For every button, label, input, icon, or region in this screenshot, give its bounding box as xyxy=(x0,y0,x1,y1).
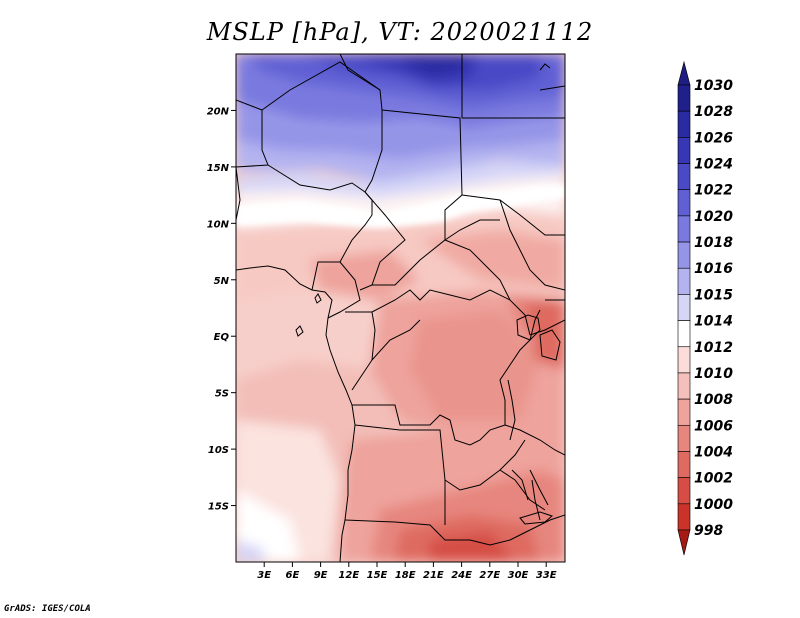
colorbar-label: 1022 xyxy=(694,183,733,199)
colorbar-label: 1014 xyxy=(694,314,733,330)
lon-tick-label: 33E xyxy=(536,570,557,581)
colorbar-label: 1004 xyxy=(694,444,733,460)
colorbar-swatch xyxy=(677,215,691,243)
colorbar-swatch xyxy=(677,137,691,164)
colorbar-label: 1006 xyxy=(694,418,733,434)
colorbar-label: 1020 xyxy=(694,209,733,225)
lat-tick-label: 10N xyxy=(207,219,230,230)
colorbar-swatch xyxy=(677,503,691,531)
colorbar-label: 1010 xyxy=(694,366,733,382)
latitude-axis: 20N 15N 10N 5N EQ 5S 10S 15S xyxy=(207,106,236,513)
colorbar-swatch xyxy=(677,241,691,269)
colorbar-label: 1012 xyxy=(694,340,733,356)
colorbar-label: 1028 xyxy=(694,104,733,120)
colorbar-swatch xyxy=(677,346,691,374)
map-frame xyxy=(235,53,566,563)
colorbar-label: 1018 xyxy=(694,235,733,251)
colorbar-swatch xyxy=(677,84,691,112)
colorbar-label: 1026 xyxy=(694,130,733,146)
colorbar-swatch xyxy=(677,110,691,138)
colorbar-swatch xyxy=(677,372,691,400)
lon-tick-label: 24E xyxy=(451,570,472,581)
colorbar-swatch xyxy=(677,294,691,321)
longitude-axis: 3E 6E 9E 12E 15E 18E 21E 24E 27E 30E 33E xyxy=(257,562,557,581)
grads-credit: GrADS: IGES/COLA xyxy=(4,604,91,614)
lon-tick-label: 18E xyxy=(395,570,416,581)
colorbar-label: 1002 xyxy=(694,471,733,487)
lat-tick-label: EQ xyxy=(214,332,230,343)
colorbar-swatch xyxy=(677,267,691,295)
colorbar-swatch xyxy=(677,451,691,478)
lon-tick-label: 21E xyxy=(423,570,444,581)
colorbar-swatch xyxy=(677,163,691,191)
colorbar-swatch xyxy=(677,189,691,217)
lon-tick-label: 15E xyxy=(367,570,388,581)
lat-tick-label: 20N xyxy=(207,106,230,117)
colorbar-swatch xyxy=(677,424,691,452)
colorbar-label: 998 xyxy=(694,523,723,539)
lat-tick-label: 5S xyxy=(215,389,229,400)
lon-tick-label: 30E xyxy=(508,570,529,581)
colorbar-label: 1008 xyxy=(694,392,733,408)
colorbar-label: 1015 xyxy=(694,287,733,303)
lat-tick-label: 5N xyxy=(214,276,230,287)
colorbar-top-arrow xyxy=(677,60,691,86)
lat-tick-label: 15N xyxy=(207,163,230,174)
lon-tick-label: 6E xyxy=(286,570,300,581)
colorbar-label: 1030 xyxy=(694,78,733,94)
colorbar-label: 1016 xyxy=(694,261,733,277)
colorbar-levels: 1030 1028 1026 1024 1022 1020 1018 1016 1015 1014… xyxy=(677,78,733,539)
lat-tick-label: 10S xyxy=(208,445,229,456)
colorbar-swatch xyxy=(677,320,691,348)
pressure-field xyxy=(236,54,565,562)
colorbar-bottom-arrow xyxy=(677,529,691,556)
lat-tick-label: 15S xyxy=(208,502,229,513)
lon-tick-label: 27E xyxy=(479,570,500,581)
colorbar-swatch xyxy=(677,398,691,426)
colorbar-swatch xyxy=(677,477,691,505)
lon-tick-label: 3E xyxy=(257,570,271,581)
lon-tick-label: 9E xyxy=(314,570,328,581)
lon-tick-label: 12E xyxy=(338,570,359,581)
country-borders xyxy=(236,54,565,562)
colorbar-label: 1000 xyxy=(694,497,733,513)
page-title: MSLP [hPa], VT: 2020021112 xyxy=(206,18,594,46)
colorbar-label: 1024 xyxy=(694,157,733,173)
